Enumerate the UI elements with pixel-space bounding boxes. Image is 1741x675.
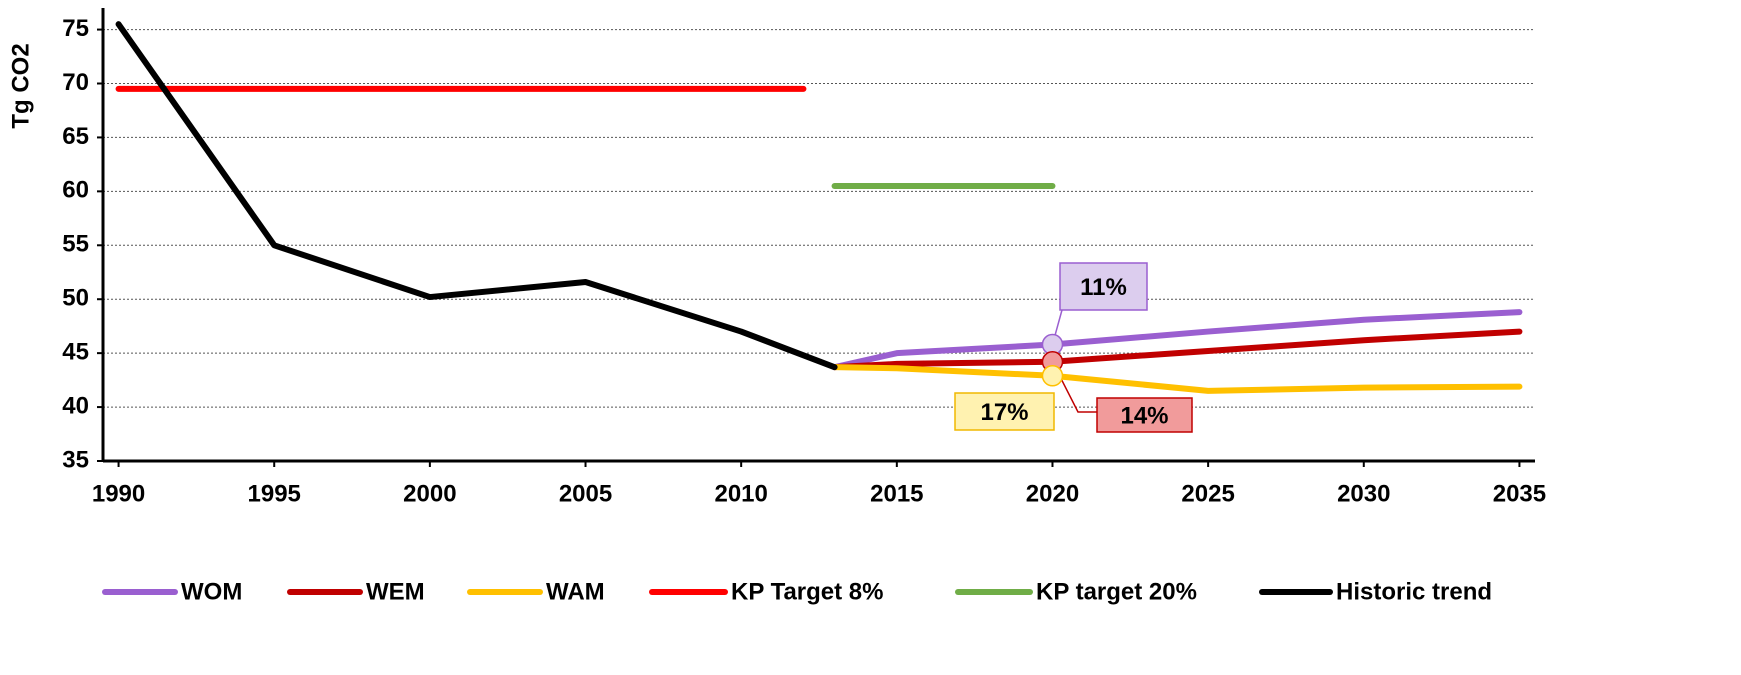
series-line (831, 309, 1523, 371)
y-tick-label: 35 (62, 446, 89, 473)
annotation-text: 17% (980, 399, 1028, 426)
y-axis-label: Tg CO2 (7, 43, 34, 128)
annotation-box (954, 392, 1055, 431)
legend-label: Historic trend (1336, 578, 1492, 605)
y-tick-label: 65 (62, 123, 89, 150)
x-tick-label: 2010 (714, 480, 767, 507)
y-tick-label: 70 (62, 69, 89, 96)
annotation-text: 11% (1080, 274, 1127, 301)
annotation-box (1059, 262, 1148, 311)
x-tick-label: 2005 (559, 480, 612, 507)
annotation-text: 14% (1120, 402, 1168, 429)
series-line (831, 364, 1523, 394)
legend-label: WEM (366, 578, 425, 605)
annotation-marker (1041, 365, 1064, 387)
y-tick-label: 45 (62, 338, 89, 365)
y-tick-label: 75 (62, 15, 89, 42)
legend-label: KP Target 8% (731, 578, 884, 605)
y-tick-label: 55 (62, 231, 89, 258)
x-tick-label: 2020 (1026, 480, 1079, 507)
y-tick-label: 40 (62, 392, 89, 419)
legend-label: WOM (181, 578, 242, 605)
series-line (115, 21, 838, 371)
y-tick-label: 60 (62, 177, 89, 204)
legend-label: KP target 20% (1036, 578, 1197, 605)
legend-label: WAM (546, 578, 605, 605)
series-line (831, 328, 1523, 371)
x-tick-label: 2025 (1181, 480, 1234, 507)
x-tick-label: 2030 (1337, 480, 1390, 507)
x-tick-label: 1995 (248, 480, 301, 507)
annotation-box (1096, 397, 1193, 433)
x-tick-label: 1990 (92, 480, 145, 507)
x-tick-label: 2000 (403, 480, 456, 507)
x-tick-label: 2015 (870, 480, 923, 507)
x-tick-label: 2035 (1493, 480, 1546, 507)
y-tick-label: 50 (62, 285, 89, 312)
